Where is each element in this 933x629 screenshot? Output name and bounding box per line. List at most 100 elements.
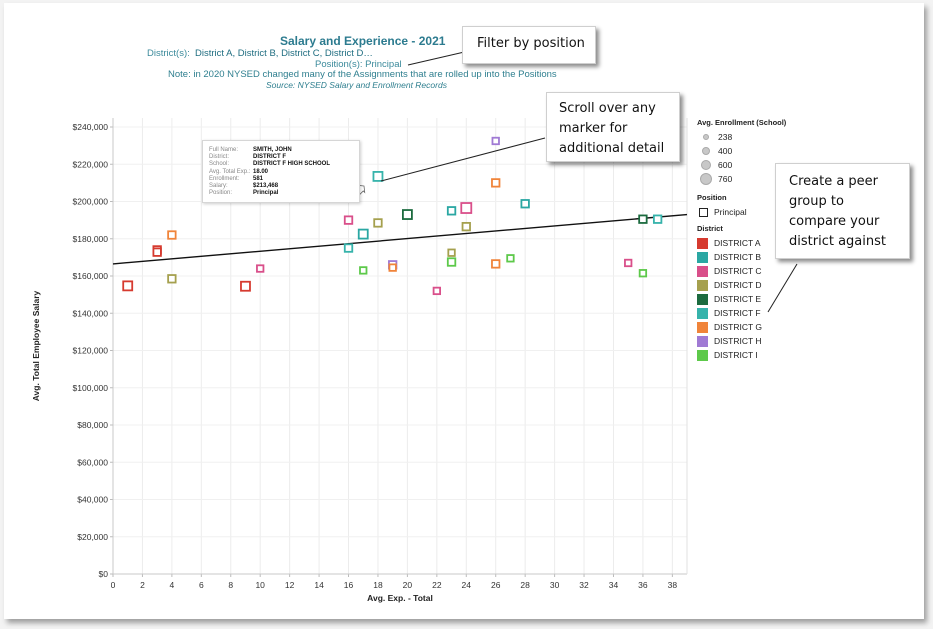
x-tick-label: 16: [344, 580, 354, 590]
enrollment-size-circle-icon: [703, 134, 709, 140]
tooltip-value: SMITH, JOHN: [253, 147, 292, 153]
data-point-marker[interactable]: [652, 214, 663, 224]
enrollment-legend-item[interactable]: 760: [697, 172, 786, 186]
callout-scroll-text: Scroll over any marker for additional de…: [559, 101, 665, 156]
data-point-marker[interactable]: [446, 257, 457, 267]
enrollment-size-circle-icon: [702, 147, 710, 155]
district-legend-label: DISTRICT G: [714, 322, 763, 332]
x-tick-label: 28: [520, 580, 530, 590]
data-point-marker[interactable]: [359, 266, 368, 275]
y-tick-label: $0: [99, 569, 109, 579]
district-color-swatch-icon: [697, 307, 708, 319]
data-point-marker[interactable]: [491, 259, 501, 269]
marker-tooltip: Full Name: SMITH, JOHN District: DISTRICT F…: [202, 140, 360, 203]
data-point-marker[interactable]: [520, 199, 530, 209]
tooltip-key: Full Name:: [209, 147, 239, 153]
district-filter-summary[interactable]: District(s): District A, District B, Dis…: [147, 48, 373, 59]
district-legend-item[interactable]: DISTRICT E: [697, 292, 762, 306]
data-point-marker[interactable]: [122, 280, 134, 292]
data-point-marker[interactable]: [460, 202, 473, 214]
district-legend-item[interactable]: DISTRICT B: [697, 250, 762, 264]
source-text: Source: NYSED Salary and Enrollment Reco…: [266, 80, 447, 90]
enrollment-legend-label: 760: [718, 174, 733, 184]
district-legend-item[interactable]: DISTRICT A: [697, 236, 762, 250]
y-tick-label: $160,000: [73, 271, 109, 281]
axes: [110, 118, 688, 577]
district-legend: District DISTRICT A DISTRICT B DISTRICT C D…: [697, 224, 762, 362]
tooltip-value: 18.00: [253, 168, 269, 175]
data-point-marker[interactable]: [447, 248, 456, 257]
data-point-marker[interactable]: [638, 269, 648, 278]
data-point-marker[interactable]: [167, 230, 177, 240]
enrollment-legend-item[interactable]: 600: [697, 158, 786, 172]
tooltip-row: Avg. Total Exp.: 18.00: [209, 169, 359, 176]
district-color-swatch-icon: [697, 237, 708, 249]
callout-peer-group: Create a peer group to compare your dist…: [775, 163, 910, 259]
enrollment-size-circle-icon: [701, 160, 711, 170]
enrollment-legend: Avg. Enrollment (School) 238 400 600 760: [697, 118, 786, 186]
tooltip-value: DISTRICT F: [253, 154, 286, 161]
tooltip-key: Position:: [209, 190, 233, 197]
position-legend-item[interactable]: Principal: [697, 205, 747, 219]
x-tick-label: 0: [111, 580, 116, 590]
district-legend-item[interactable]: DISTRICT D: [697, 278, 762, 292]
x-tick-label: 20: [403, 580, 413, 590]
data-point-marker[interactable]: [461, 221, 471, 232]
data-point-marker[interactable]: [372, 171, 384, 182]
x-tick-label: 36: [638, 580, 648, 590]
y-tick-label: $180,000: [73, 234, 109, 244]
district-legend-label: DISTRICT B: [714, 252, 762, 262]
data-point-marker[interactable]: [373, 218, 383, 228]
district-legend-item[interactable]: DISTRICT H: [697, 334, 762, 348]
x-tick-label: 38: [668, 580, 678, 590]
data-point-marker[interactable]: [491, 178, 501, 188]
data-point-marker[interactable]: [388, 263, 397, 272]
district-legend-item[interactable]: DISTRICT I: [697, 348, 762, 362]
data-point-marker[interactable]: [491, 136, 500, 146]
tooltip-row: District: DISTRICT F: [209, 154, 359, 161]
tooltip-key: Salary:: [209, 182, 228, 189]
data-point-marker[interactable]: [343, 243, 354, 253]
data-point-marker[interactable]: [432, 286, 441, 296]
data-point-marker[interactable]: [357, 228, 369, 240]
tooltip-value: Principal: [253, 190, 279, 197]
x-tick-label: 32: [579, 580, 589, 590]
data-point-marker[interactable]: [167, 274, 177, 284]
data-point-marker[interactable]: [343, 215, 354, 225]
x-tick-label: 30: [550, 580, 560, 590]
tooltip-key: Enrollment:: [209, 175, 240, 182]
data-point-marker[interactable]: [624, 258, 633, 268]
x-tick-label: 26: [491, 580, 501, 590]
district-color-swatch-icon: [697, 349, 708, 361]
data-point-marker[interactable]: [638, 214, 648, 224]
data-point-marker[interactable]: [446, 206, 457, 216]
district-legend-title: District: [697, 224, 723, 233]
enrollment-legend-label: 238: [718, 132, 733, 142]
enrollment-legend-item[interactable]: 400: [697, 144, 786, 158]
district-legend-item[interactable]: DISTRICT F: [697, 306, 762, 320]
scroll-callout-pointer: [380, 137, 546, 182]
x-tick-label: 2: [140, 580, 145, 590]
tooltip-key: District:: [209, 154, 229, 161]
district-legend-label: DISTRICT E: [714, 294, 762, 304]
data-point-marker[interactable]: [240, 280, 251, 292]
tooltip-value: DISTRICT F HIGH SCHOOL: [253, 161, 330, 168]
position-legend: Position Principal: [697, 193, 747, 219]
data-point-marker[interactable]: [401, 209, 413, 220]
position-filter-summary[interactable]: Position(s): Principal: [315, 59, 402, 70]
district-legend-item[interactable]: DISTRICT G: [697, 320, 762, 334]
tooltip-row: Salary: $213,468: [209, 183, 359, 190]
enrollment-legend-label: 600: [718, 160, 733, 170]
district-legend-item[interactable]: DISTRICT C: [697, 264, 762, 278]
data-point-marker[interactable]: [256, 264, 265, 273]
district-filter-value[interactable]: District A, District B, District C, Dist…: [195, 48, 373, 59]
position-filter-label: Position(s):: [315, 59, 363, 70]
data-point-marker[interactable]: [506, 254, 515, 263]
data-point-marker[interactable]: [152, 247, 162, 257]
position-filter-value[interactable]: Principal: [365, 59, 402, 70]
data-points: [122, 136, 663, 296]
x-tick-label: 34: [609, 580, 619, 590]
enrollment-legend-item[interactable]: 238: [697, 130, 786, 144]
note-text: Note: in 2020 NYSED changed many of the …: [168, 69, 557, 80]
x-tick-label: 14: [314, 580, 324, 590]
